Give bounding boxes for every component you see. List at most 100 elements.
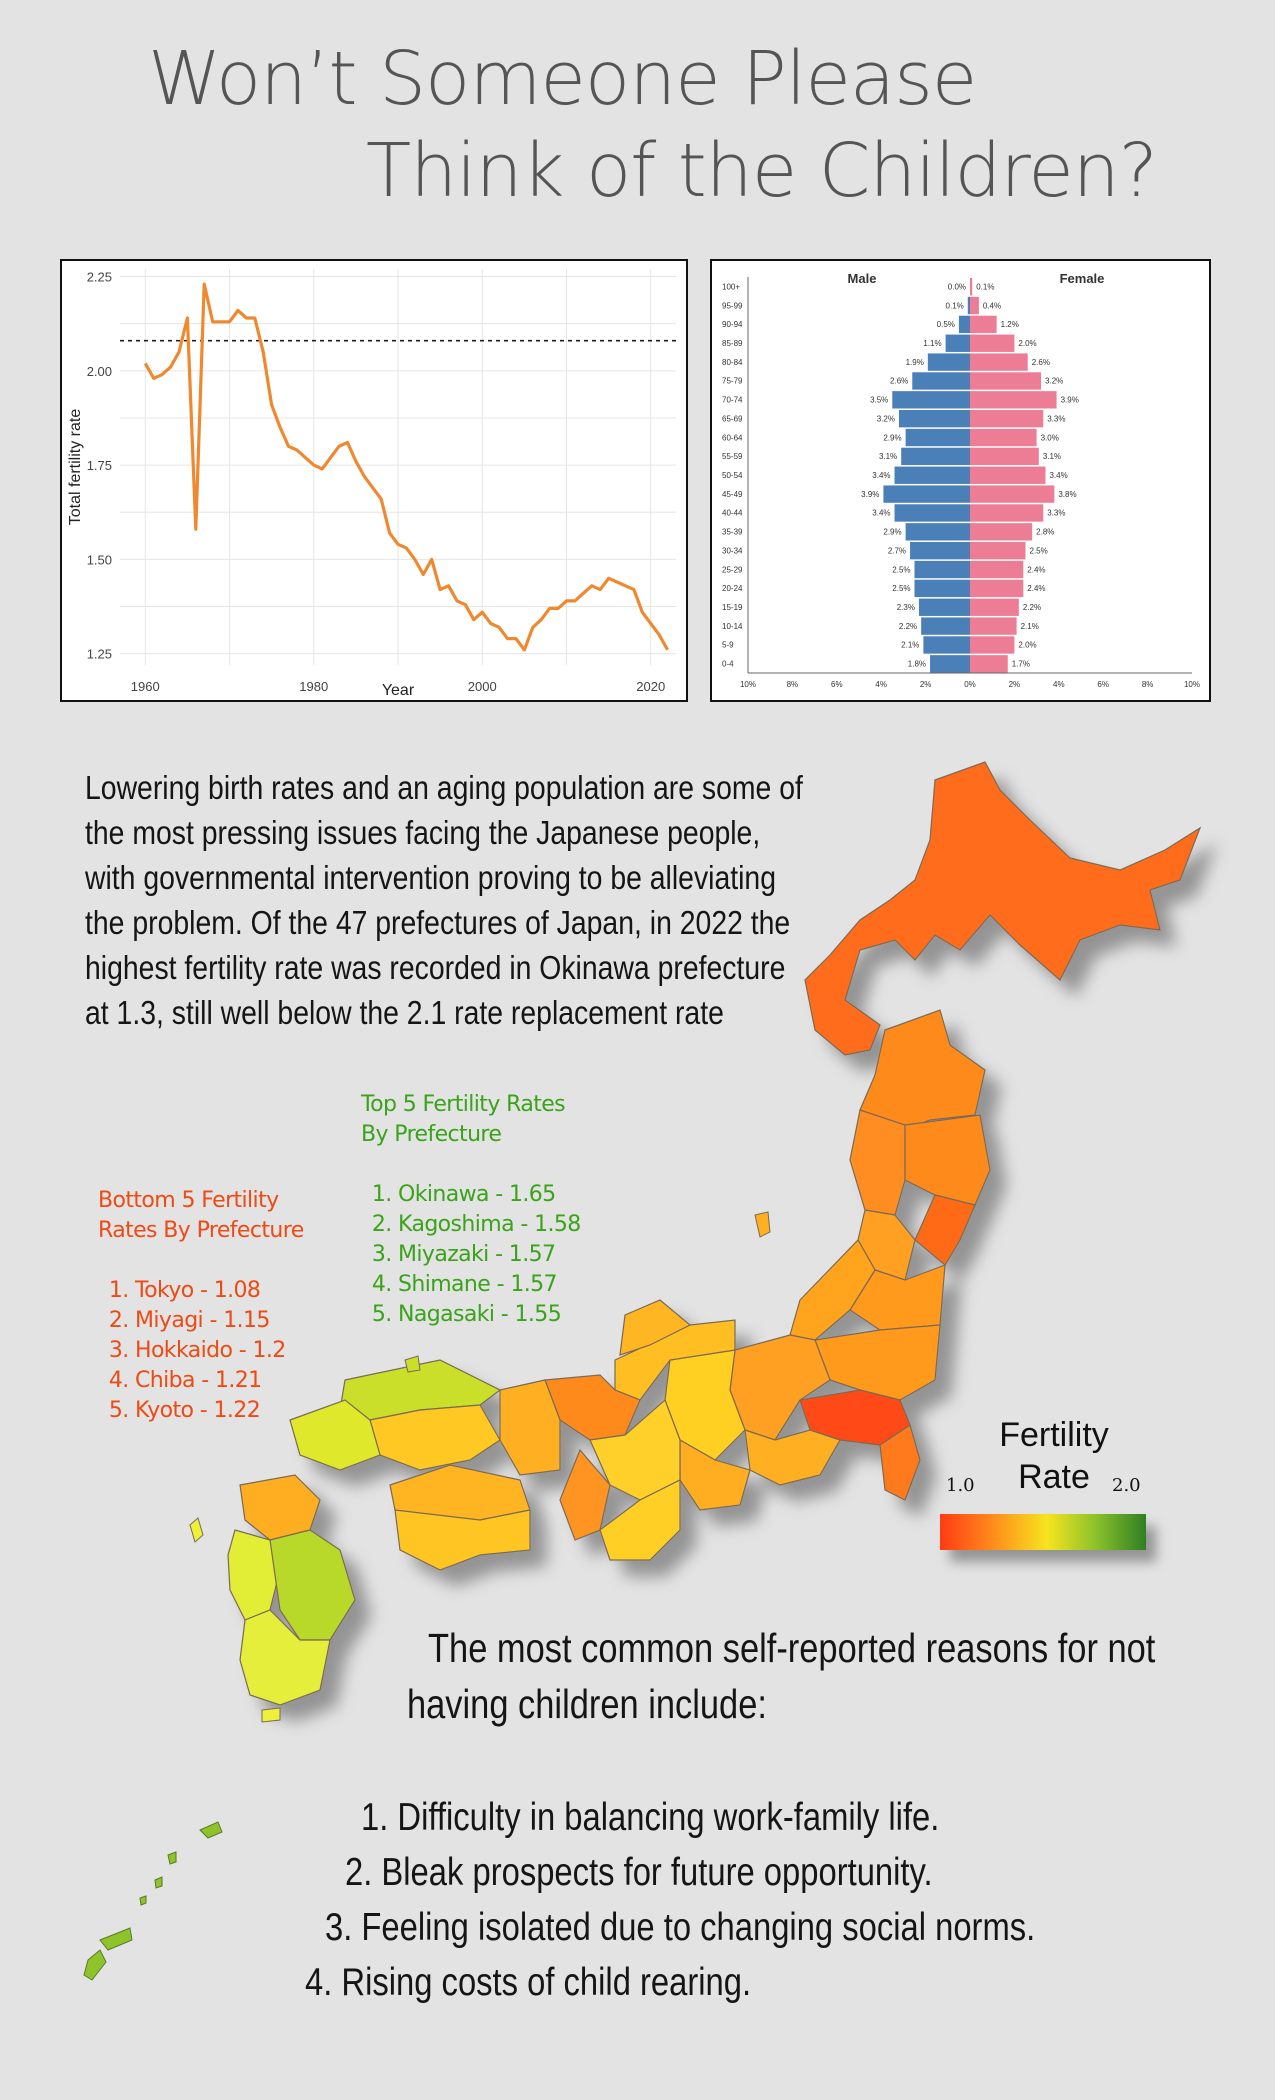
age-group-label: 10-14	[722, 622, 743, 631]
south-island	[261, 1707, 281, 1723]
female-bar	[970, 560, 1024, 579]
tohoku-akita	[849, 1109, 906, 1216]
age-group-label: 20-24	[722, 584, 743, 593]
x-tick-label: 6%	[1097, 680, 1109, 689]
male-bar	[905, 428, 970, 447]
male-bar	[921, 617, 970, 635]
title-line-1: Won’t Someone Please	[148, 36, 977, 122]
female-value-label: 2.2%	[1023, 603, 1041, 612]
male-value-label: 2.9%	[883, 528, 901, 537]
male-value-label: 1.9%	[906, 358, 924, 367]
age-group-label: 60-64	[722, 433, 743, 442]
list-item: Kagoshima - 1.58	[398, 1210, 621, 1240]
female-bar	[970, 579, 1024, 598]
age-group-label: 95-99	[722, 301, 743, 310]
legend-color-bar	[940, 1514, 1146, 1550]
legend-title-line-2: Rate	[1018, 1458, 1090, 1496]
male-value-label: 1.1%	[923, 339, 941, 348]
female-bar	[970, 428, 1037, 447]
y-axis-label: Total fertility rate	[67, 409, 84, 526]
reason-item: 4. Rising costs of child rearing.	[305, 1961, 752, 2004]
sado-island	[754, 1211, 771, 1238]
intro-paragraph: Lowering birth rates and an aging popula…	[85, 769, 803, 1031]
age-group-label: 55-59	[722, 452, 743, 461]
female-value-label: 2.4%	[1027, 565, 1045, 574]
male-bar	[901, 447, 970, 466]
kyoto-area	[544, 1374, 641, 1441]
kyushu-east	[269, 1529, 356, 1641]
female-label: Female	[1060, 271, 1105, 286]
male-value-label: 2.7%	[888, 546, 906, 555]
female-value-label: 2.4%	[1027, 584, 1045, 593]
male-bar	[892, 391, 970, 409]
reason-item: 2. Bleak prospects for future opportunit…	[345, 1851, 933, 1894]
male-bar	[905, 523, 970, 541]
top-five-heading-line-2: By Prefecture	[361, 1122, 502, 1147]
x-tick-label: 2020	[636, 679, 665, 694]
female-bar	[970, 353, 1028, 371]
japan-map	[189, 761, 1202, 1723]
y-tick-label: 1.25	[87, 647, 112, 662]
x-tick-label: 0%	[964, 680, 976, 689]
kinki-central	[589, 1398, 681, 1501]
age-group-label: 100+	[722, 282, 740, 291]
age-group-label: 35-39	[722, 528, 743, 537]
age-group-label: 50-54	[722, 471, 743, 480]
population-pyramid-svg: Male Female 0.0% 0.1% 100+ 0.1% 0.4% 95-99 0.5% 1…	[722, 271, 1200, 689]
female-bar	[970, 466, 1046, 484]
female-value-label: 2.5%	[1030, 546, 1048, 555]
female-value-label: 2.8%	[1036, 528, 1054, 537]
female-value-label: 3.3%	[1047, 509, 1065, 518]
list-item: Nagasaki - 1.55	[398, 1300, 621, 1330]
male-bar	[927, 353, 970, 371]
legend-max-label: 2.0	[1112, 1475, 1141, 1496]
kanto-north	[814, 1324, 941, 1401]
chubu-shizuoka	[744, 1429, 841, 1486]
male-bar	[912, 372, 970, 390]
x-tick-label: 10%	[1184, 680, 1200, 689]
male-bar	[898, 410, 970, 428]
list-item: Shimane - 1.57	[398, 1270, 621, 1300]
male-value-label: 3.4%	[872, 509, 890, 518]
male-value-label: 2.5%	[892, 584, 910, 593]
male-bar	[910, 542, 970, 560]
female-bar	[970, 504, 1044, 522]
tohoku-north	[859, 1009, 986, 1141]
male-value-label: 2.9%	[883, 433, 901, 442]
osaka-nara	[559, 1448, 611, 1541]
female-value-label: 3.0%	[1041, 433, 1059, 442]
male-value-label: 2.2%	[899, 622, 917, 631]
title-line-2: Think of the Children?	[366, 128, 1158, 214]
reason-item: 1. Difficulty in balancing work-family l…	[361, 1796, 940, 1839]
noto	[619, 1299, 692, 1356]
x-axis-label: Year	[382, 682, 415, 699]
female-value-label: 2.0%	[1018, 641, 1036, 650]
kii-peninsula	[599, 1479, 681, 1561]
female-bar	[970, 447, 1039, 466]
reason-item: 3. Feeling isolated due to changing soci…	[325, 1906, 1036, 1949]
age-group-label: 40-44	[722, 509, 743, 518]
x-tick-label: 2%	[920, 680, 932, 689]
female-value-label: 3.1%	[1043, 452, 1061, 461]
age-group-label: 70-74	[722, 396, 743, 405]
fertility-chart: 1.25 1.50 1.75 2.00 2.25 1960 1980 2000 2020 Year…	[60, 259, 688, 702]
list-item: Kyoto - 1.22	[135, 1396, 358, 1426]
male-bar	[914, 560, 970, 579]
x-tick-label: 6%	[831, 680, 843, 689]
legend-title: Fertility Rate	[984, 1414, 1124, 1498]
hokkaido-region	[804, 761, 1202, 1056]
female-value-label: 3.8%	[1058, 490, 1076, 499]
male-value-label: 3.5%	[870, 396, 888, 405]
list-item: Miyagi - 1.15	[135, 1306, 358, 1336]
female-bar	[970, 372, 1042, 390]
male-value-label: 0.0%	[948, 282, 966, 291]
female-value-label: 3.9%	[1061, 396, 1079, 405]
age-group-label: 0-4	[722, 660, 734, 669]
x-tick-label: 8%	[787, 680, 799, 689]
top-five-heading-line-1: Top 5 Fertility Rates	[361, 1092, 566, 1117]
female-value-label: 2.6%	[1032, 358, 1050, 367]
age-group-label: 45-49	[722, 490, 743, 499]
male-value-label: 3.1%	[879, 452, 897, 461]
list-item: Hokkaido - 1.2	[135, 1336, 358, 1366]
tsushima-island	[189, 1517, 204, 1543]
